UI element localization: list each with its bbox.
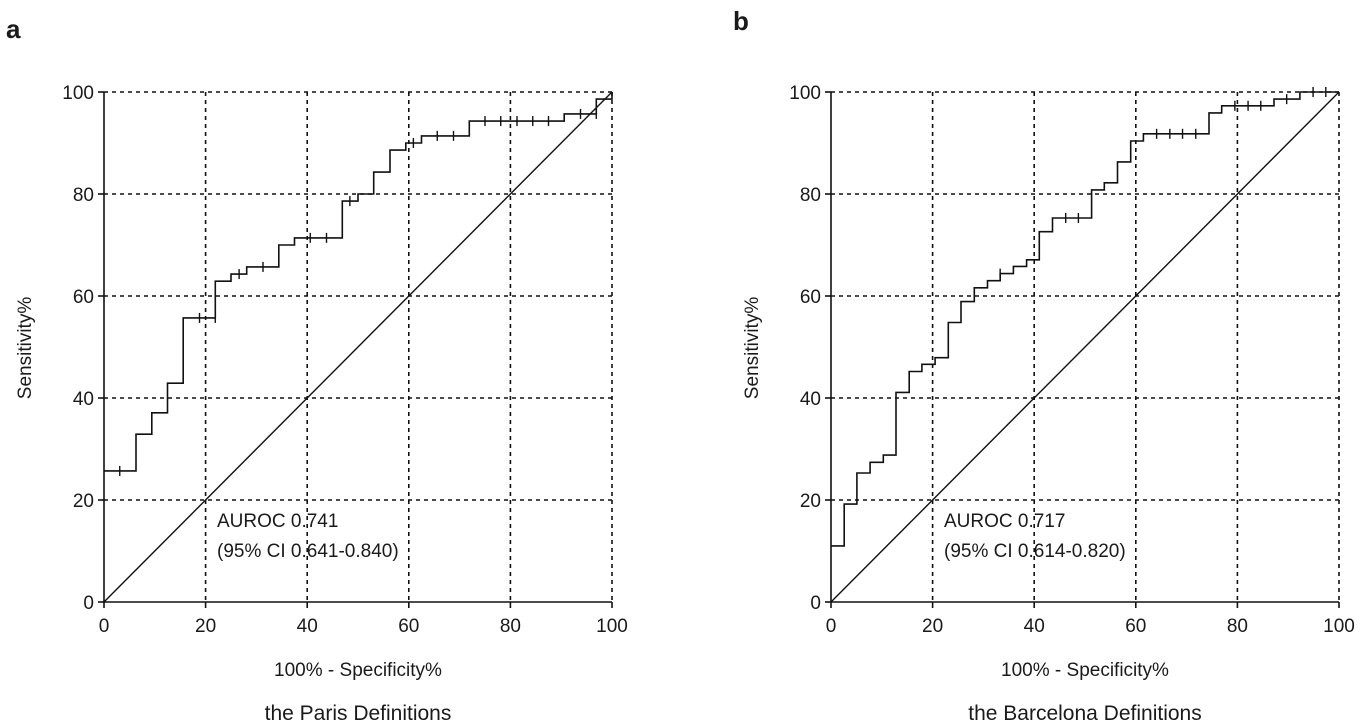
panel-b-caption: the Barcelona Definitions	[968, 702, 1201, 722]
panel-b-x-tick-label-100: 100	[1323, 616, 1355, 637]
panel-a-x-axis-label: 100% - Specificity%	[274, 660, 442, 681]
panel-b-y-axis-label: Sensitivity%	[742, 297, 763, 400]
panel-a-y-tick-label-100: 100	[62, 83, 94, 104]
panel-b-x-tick-label-60: 60	[1125, 616, 1146, 637]
panel-b-y-tick-label-100: 100	[789, 83, 821, 104]
panel-a-annotation-ci: (95% CI 0.641-0.840)	[217, 541, 399, 562]
panel-a-x-tick-label-80: 80	[500, 616, 521, 637]
panel-a-y-tick-label-40: 40	[73, 389, 94, 410]
panel-b-y-tick-label-60: 60	[800, 287, 821, 308]
panel-b-x-tick-label-40: 40	[1024, 616, 1045, 637]
panel-a-reference-diagonal	[103, 91, 613, 603]
panel-a-x-tick-label-40: 40	[297, 616, 318, 637]
panel-b-x-axis-label: 100% - Specificity%	[1001, 660, 1169, 681]
panel-a-caption: the Paris Definitions	[265, 702, 452, 722]
panel-b-x-tick-label-20: 20	[922, 616, 943, 637]
panel-b-roc-curve	[831, 91, 1339, 547]
panel-b-annotation-auroc: AUROC 0.717	[944, 511, 1065, 532]
panel-b-letter: b	[733, 6, 749, 36]
panel-b-y-tick-label-80: 80	[800, 185, 821, 206]
panel-b-annotation-ci: (95% CI 0.614-0.820)	[944, 541, 1126, 562]
panel-a-y-tick-label-80: 80	[73, 185, 94, 206]
panel-a-annotation-auroc: AUROC 0.741	[217, 511, 338, 532]
panel-a-x-tick-label-60: 60	[398, 616, 419, 637]
panel-b-y-tick-label-40: 40	[800, 389, 821, 410]
panel-b: b 0 20 40 60 80 100 0 20 40 60 80 100 AUROC 0.717 (…	[733, 6, 1355, 722]
panel-a-x-tick-label-100: 100	[596, 616, 628, 637]
panel-a-y-tick-label-0: 0	[83, 593, 94, 614]
panel-a-y-tick-label-20: 20	[73, 491, 94, 512]
panel-a-y-tick-label-60: 60	[73, 287, 94, 308]
panel-b-x-tick-label-80: 80	[1227, 616, 1248, 637]
panel-b-y-tick-label-0: 0	[810, 593, 821, 614]
panel-a-y-axis-label: Sensitivity%	[15, 297, 36, 400]
panel-b-reference-diagonal	[830, 91, 1340, 603]
panel-a: a 0 20 40 60 80 100 0 20 40 60 80 100 AUROC 0.741 (…	[6, 14, 628, 722]
panel-a-letter: a	[6, 14, 21, 44]
panel-a-x-tick-label-20: 20	[195, 616, 216, 637]
panel-b-y-tick-label-20: 20	[800, 491, 821, 512]
panel-b-x-tick-label-0: 0	[826, 616, 837, 637]
panel-a-x-tick-label-0: 0	[99, 616, 110, 637]
panel-a-roc-curve	[104, 92, 613, 472]
